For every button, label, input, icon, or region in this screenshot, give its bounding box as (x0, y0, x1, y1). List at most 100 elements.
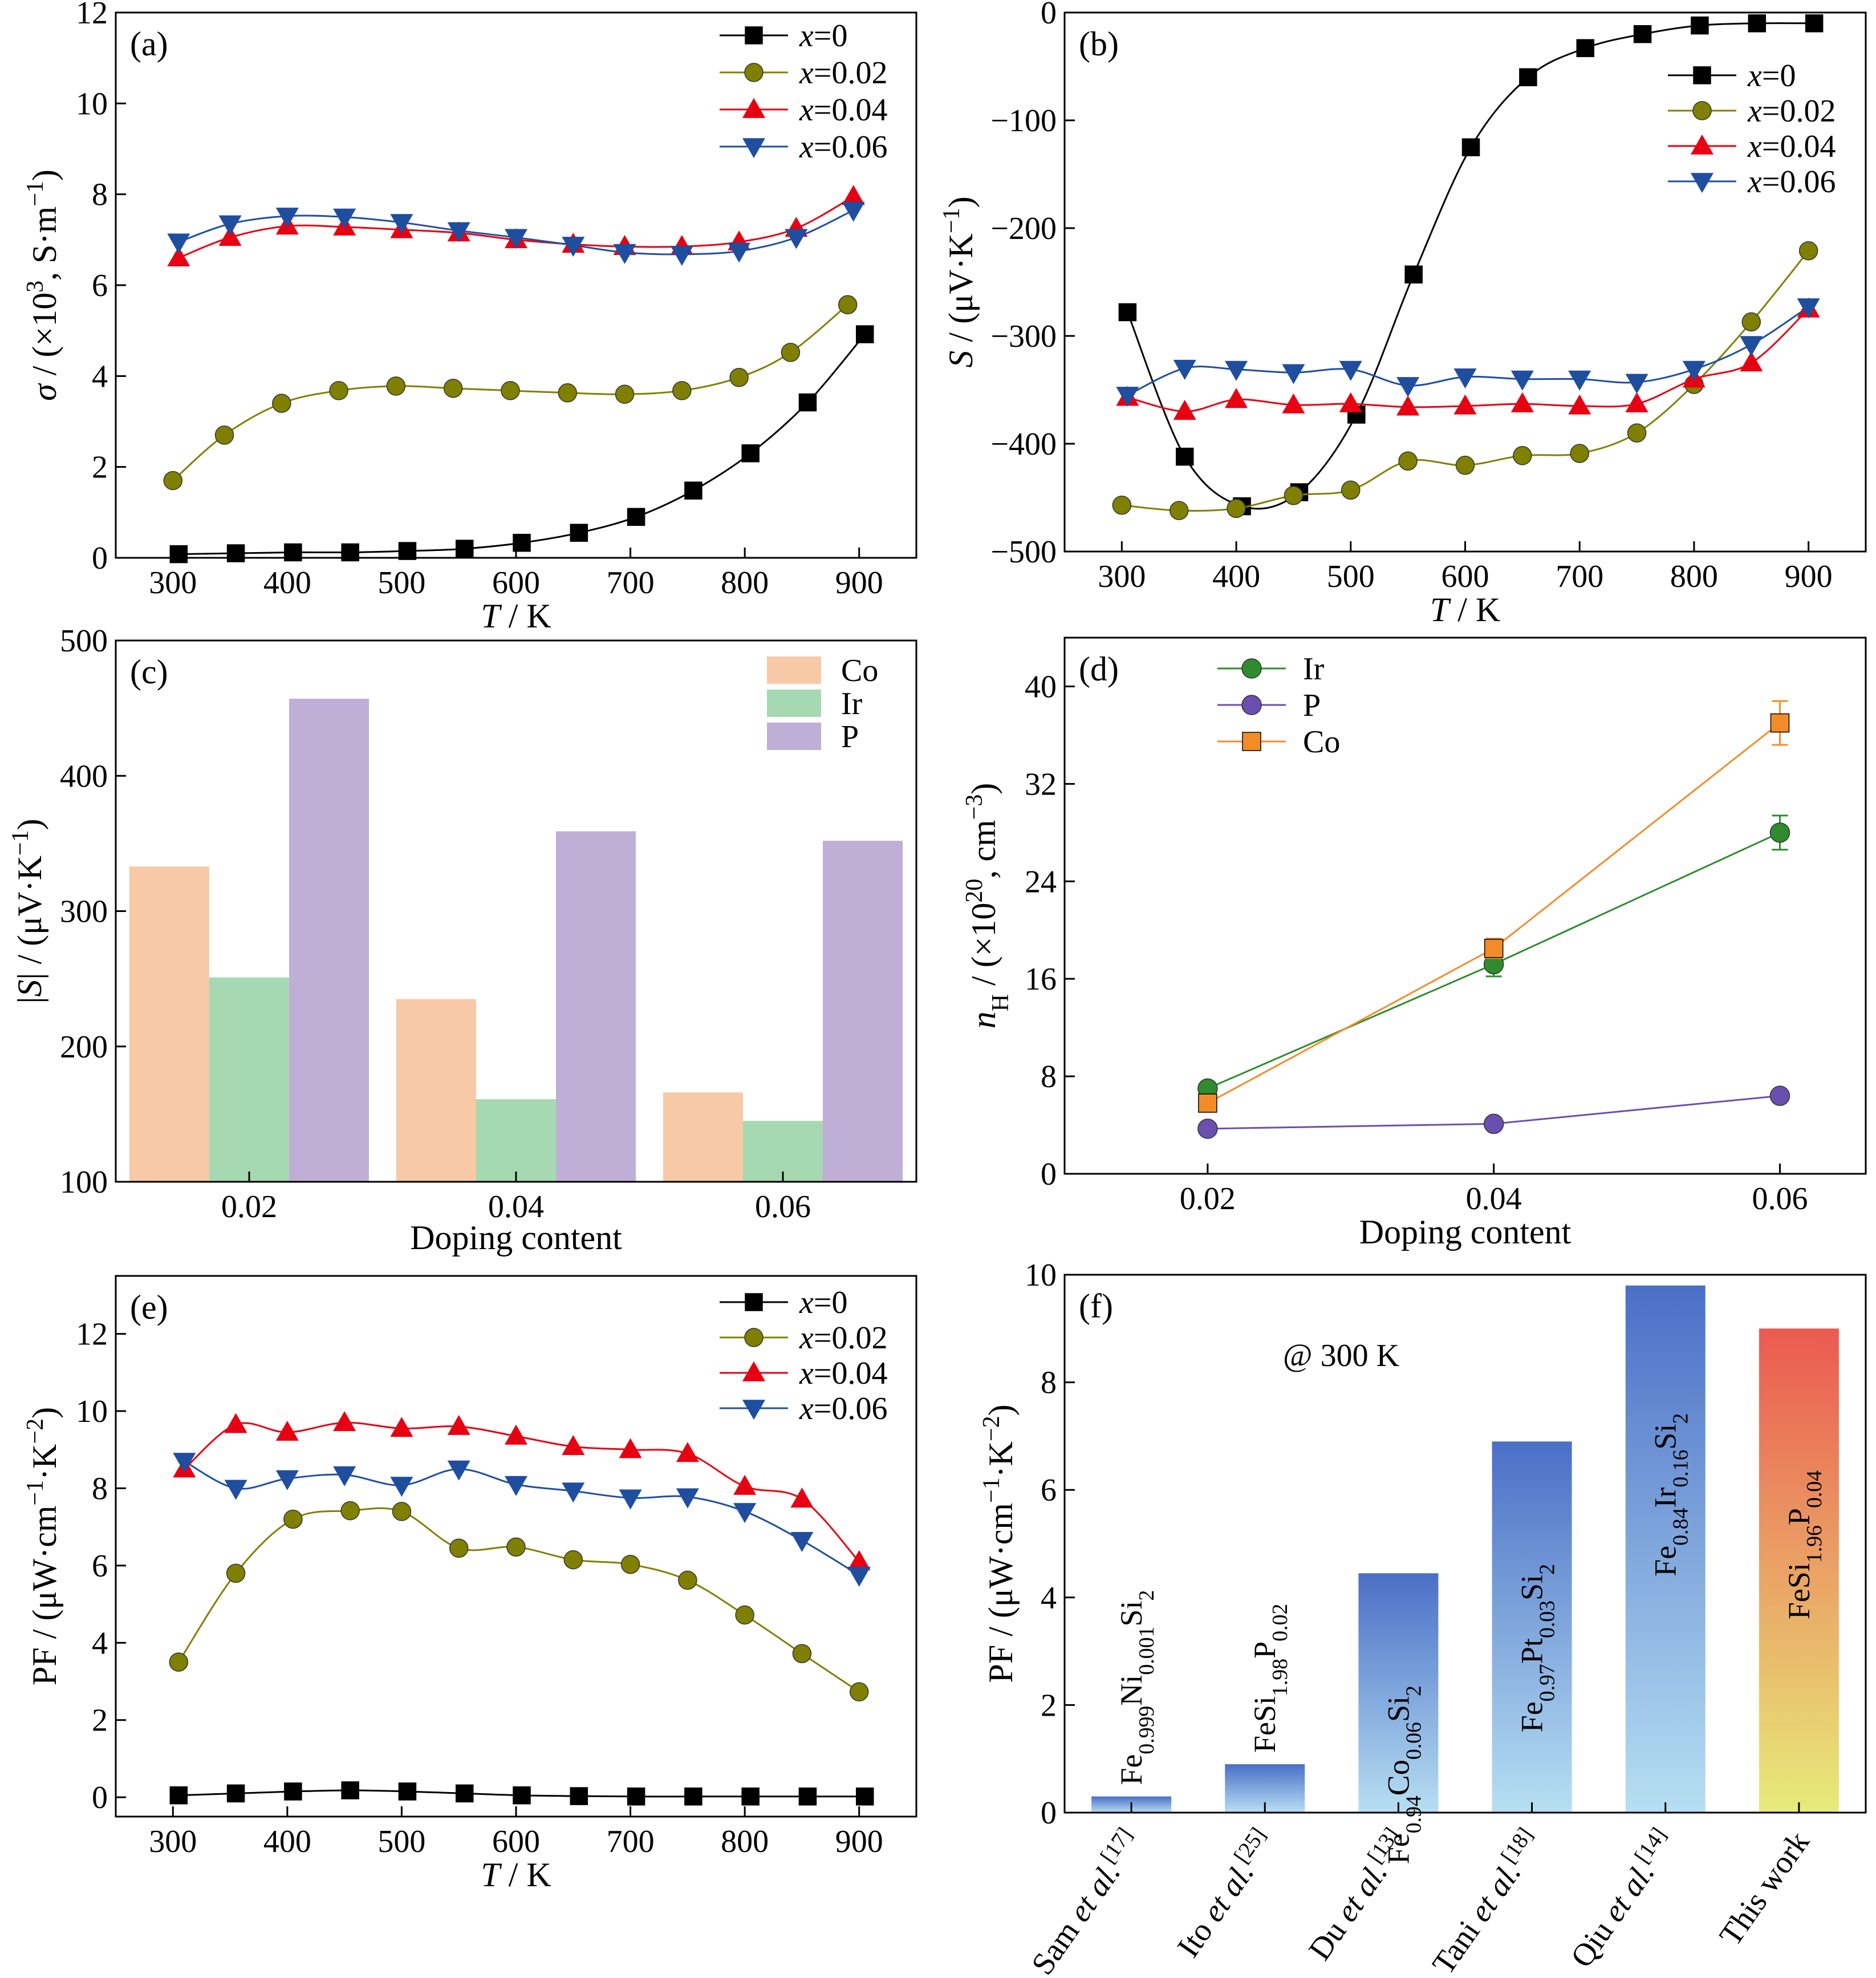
data-point (447, 222, 470, 242)
y-tick-label: 4 (92, 359, 108, 394)
x-tick-label: 900 (835, 565, 883, 601)
panel-d: 0 8 16 24 32 40 0.02 0.04 0.06 (d) Doping content n… (961, 637, 1867, 1251)
x-tick-label: 300 (1098, 559, 1146, 594)
y-tick-label: 24 (1025, 864, 1057, 899)
legend-label: Ir (841, 686, 863, 722)
legend-item: x=0.06 (720, 1391, 887, 1426)
data-point (1176, 447, 1194, 466)
y-tick-label: −100 (990, 103, 1057, 139)
x-tick-label: This work (1713, 1825, 1817, 1952)
data-point (562, 237, 585, 257)
legend-item: Ir (767, 686, 863, 722)
y-tick-label: 10 (1025, 1258, 1057, 1293)
data-point (1576, 39, 1594, 58)
legend-marker (745, 26, 763, 44)
y-axis-title: |S| / (μV·K−1) (7, 818, 48, 1003)
bar-2 (1358, 1573, 1439, 1813)
series-x006 (167, 201, 865, 266)
x-tick-label: 0.04 (1466, 1181, 1522, 1217)
data-point (1339, 360, 1362, 381)
data-point (615, 384, 635, 404)
data-point (1173, 400, 1196, 420)
data-point (1169, 501, 1189, 520)
y-tick-label: 0 (92, 1780, 108, 1815)
y-tick-label: 0 (92, 541, 108, 576)
data-point (838, 295, 858, 315)
series-Co (1198, 700, 1790, 1113)
legend-item: x=0.06 (720, 129, 887, 165)
data-point (847, 1566, 871, 1587)
data-point (1112, 495, 1132, 515)
data-point (1284, 485, 1304, 505)
x-tick-label: 500 (377, 565, 425, 601)
x-tick-label: 0.06 (1752, 1181, 1808, 1217)
series-x002 (1112, 241, 1818, 520)
data-point (1633, 25, 1652, 43)
legend-label: Co (1303, 724, 1340, 760)
data-point (558, 383, 578, 403)
legend-item: x=0.04 (720, 1356, 887, 1391)
data-point (506, 1537, 526, 1557)
data-point (562, 1482, 585, 1503)
data-point (849, 1682, 869, 1702)
legend-label: x=0.02 (799, 1320, 887, 1356)
bar-compound-label: Fe0.999Ni0.001Si2 (1114, 1590, 1159, 1785)
data-point (167, 246, 190, 267)
data-point (214, 425, 234, 445)
x-tick-label: 500 (1327, 559, 1375, 594)
bar-4 (1625, 1285, 1706, 1813)
data-point (855, 1788, 874, 1806)
bar-p-0.06 (823, 841, 903, 1182)
annotation-temperature: @ 300 K (1283, 1338, 1399, 1373)
series-Ir (1197, 814, 1790, 1099)
y-tick-label: −500 (990, 534, 1057, 570)
legend-label: Ir (1303, 651, 1325, 687)
data-point (1769, 822, 1790, 843)
data-point (284, 543, 302, 562)
data-point (672, 381, 692, 400)
series-x004 (167, 185, 865, 267)
legend-label: x=0.04 (799, 1356, 887, 1391)
legend-label: P (841, 719, 859, 755)
y-tick-label: −200 (990, 211, 1057, 246)
x-tick-label: 400 (263, 1824, 311, 1859)
bar-ir-0.04 (476, 1099, 556, 1182)
x-tick-label: 600 (492, 1824, 540, 1859)
y-tick-label: 12 (76, 0, 108, 31)
bar-p-0.04 (556, 831, 636, 1182)
bar-compound-label: Fe0.84Ir0.16Si2 (1648, 1413, 1693, 1576)
x-tick-label: 800 (721, 565, 769, 601)
data-point (1513, 446, 1532, 465)
data-point (792, 1644, 812, 1663)
legend-item: x=0.04 (720, 92, 887, 128)
x-axis-title: Doping content (1359, 1213, 1572, 1251)
data-point (275, 1420, 299, 1441)
data-point (1341, 480, 1361, 500)
data-point (1740, 351, 1763, 372)
legend-item: x=0.04 (1668, 129, 1836, 164)
data-point (733, 1503, 757, 1523)
y-tick-label: 10 (76, 1394, 108, 1429)
y-tick-label: 8 (92, 1471, 108, 1506)
data-point (1396, 395, 1420, 416)
data-point (218, 226, 242, 246)
data-point (619, 1489, 642, 1510)
data-point (272, 394, 291, 413)
data-point (341, 1781, 359, 1799)
legend-label: P (1303, 688, 1321, 723)
panel-label: (e) (130, 1288, 168, 1326)
x-axis-title: T / K (481, 1856, 551, 1894)
y-tick-label: 500 (60, 623, 108, 659)
series-x006 (173, 1453, 871, 1587)
series-x0 (169, 325, 874, 564)
legend-swatch (767, 723, 821, 750)
panel-a: 0 2 4 6 8 10 12 300 400 500 600 700 800 900 (a) T / K σ … (22, 0, 917, 635)
data-point (670, 246, 693, 266)
data-point (562, 1435, 585, 1456)
legend-item: x=0 (1668, 58, 1796, 94)
data-point (390, 1417, 413, 1437)
data-point (504, 1476, 528, 1496)
x-tick-label: 700 (1556, 559, 1603, 594)
legend-label: x=0.06 (799, 129, 887, 165)
bar-5 (1759, 1328, 1839, 1813)
